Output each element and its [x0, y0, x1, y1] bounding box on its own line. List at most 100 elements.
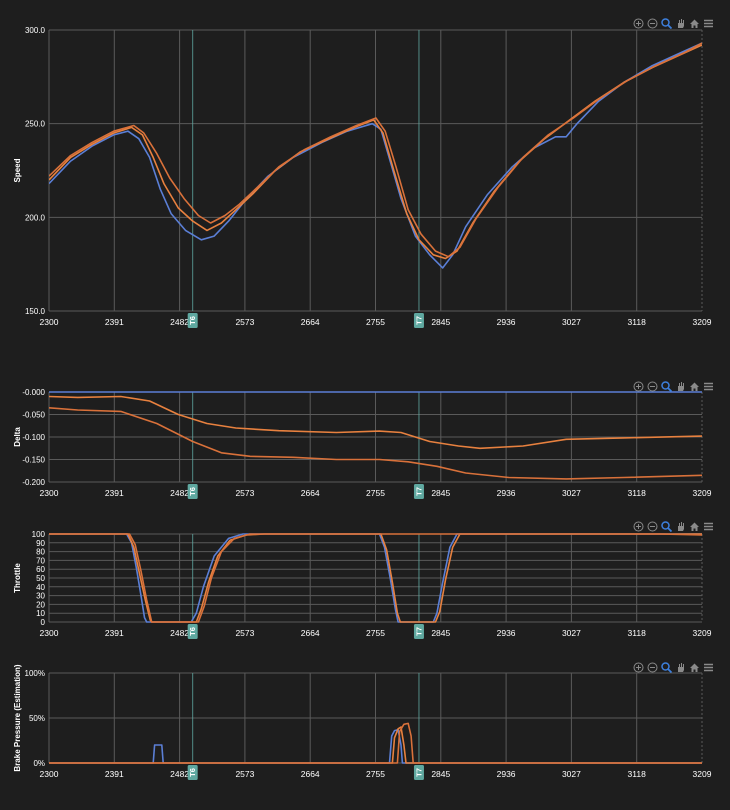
y-tick-label: 50%: [29, 714, 45, 723]
marker-label-t7: T7: [413, 484, 424, 499]
zoom-in-icon[interactable]: [633, 662, 644, 673]
x-tick-label: 3118: [628, 317, 647, 327]
marker-label-box: [187, 624, 198, 639]
x-tick-label: 2573: [235, 317, 254, 327]
marker-label-text: T6: [188, 768, 197, 777]
marker-label-box: [413, 313, 424, 328]
x-tick-label: 2482: [170, 628, 189, 638]
reset-home-icon[interactable]: [689, 381, 700, 392]
zoom-selection-icon[interactable]: [661, 521, 672, 532]
y-tick-label: 250.0: [25, 120, 46, 129]
y-tick-label: 90: [36, 539, 45, 548]
y-tick-label: 50: [36, 574, 45, 583]
reset-home-icon[interactable]: [689, 18, 700, 29]
marker-label-text: T7: [414, 316, 423, 325]
zoom-selection-icon[interactable]: [661, 662, 672, 673]
chart-toolbar-delta: [633, 381, 714, 392]
y-tick-label: 20: [36, 600, 45, 609]
zoom-in-icon[interactable]: [633, 381, 644, 392]
marker-label-text: T7: [414, 627, 423, 636]
pan-hand-icon[interactable]: [675, 662, 686, 673]
series-line-1: [49, 728, 702, 764]
x-tick-label: 2845: [431, 488, 450, 498]
series-line-1: [49, 42, 702, 269]
menu-icon[interactable]: [703, 521, 714, 532]
x-tick-label: 3209: [693, 628, 712, 638]
zoom-out-icon[interactable]: [647, 662, 658, 673]
zoom-selection-icon[interactable]: [661, 18, 672, 29]
chart-brake: 2300 2391 2482 2573 2664 2755 2845 2936 3027 3118…: [13, 664, 712, 780]
marker-label-t7: T7: [413, 313, 424, 328]
reset-home-icon[interactable]: [689, 662, 700, 673]
y-tick-label: -0.200: [22, 478, 45, 487]
y-tick-label: 0%: [33, 759, 45, 768]
y-axis-label: Brake Pressure (Estimation): [13, 664, 22, 771]
x-tick-label: 3118: [628, 628, 647, 638]
y-tick-label: -0.100: [22, 433, 45, 442]
pan-hand-icon[interactable]: [675, 381, 686, 392]
x-tick-label: 2391: [105, 317, 124, 327]
series-line-3: [49, 533, 702, 623]
x-tick-label: 2664: [301, 488, 320, 498]
marker-label-box: [413, 484, 424, 499]
menu-icon[interactable]: [703, 18, 714, 29]
marker-label-box: [187, 484, 198, 499]
x-tick-label: 2936: [497, 488, 516, 498]
x-tick-label: 2755: [366, 628, 385, 638]
x-tick-label: 2300: [40, 317, 59, 327]
pan-hand-icon[interactable]: [675, 521, 686, 532]
x-tick-label: 3209: [693, 769, 712, 779]
zoom-in-icon[interactable]: [633, 18, 644, 29]
y-tick-label: 100: [32, 530, 46, 539]
x-tick-label: 2755: [366, 317, 385, 327]
chart-throttle: 2300 2391 2482 2573 2664 2755 2845 2936 3027 3118…: [13, 530, 712, 639]
y-tick-label: -0.000: [22, 388, 45, 397]
marker-label-t6: T6: [187, 624, 198, 639]
y-tick-label: 80: [36, 548, 45, 557]
y-axis-label: Delta: [13, 427, 22, 447]
marker-label-text: T6: [188, 487, 197, 496]
series-line-3: [49, 42, 702, 258]
zoom-in-icon[interactable]: [633, 521, 644, 532]
marker-label-text: T7: [414, 487, 423, 496]
series-line-1: [49, 533, 702, 623]
chart-toolbar-speed: [633, 18, 714, 29]
x-tick-label: 2664: [301, 317, 320, 327]
y-tick-label: 100%: [25, 669, 45, 678]
x-tick-label: 2573: [235, 628, 254, 638]
reset-home-icon[interactable]: [689, 521, 700, 532]
x-tick-label: 2936: [497, 769, 516, 779]
y-tick-label: 10: [36, 609, 45, 618]
x-tick-label: 2845: [431, 628, 450, 638]
x-tick-label: 2300: [40, 769, 59, 779]
y-tick-label: -0.150: [22, 456, 45, 465]
marker-label-text: T7: [414, 768, 423, 777]
zoom-out-icon[interactable]: [647, 381, 658, 392]
series-line-2: [49, 726, 702, 764]
series-line-2: [49, 395, 702, 450]
marker-label-t6: T6: [187, 765, 198, 780]
zoom-out-icon[interactable]: [647, 521, 658, 532]
menu-icon[interactable]: [703, 381, 714, 392]
x-tick-label: 2936: [497, 628, 516, 638]
x-tick-label: 2936: [497, 317, 516, 327]
series-line-2: [49, 44, 702, 260]
x-tick-label: 2391: [105, 488, 124, 498]
x-tick-label: 2482: [170, 488, 189, 498]
zoom-out-icon[interactable]: [647, 18, 658, 29]
x-tick-label: 2482: [170, 317, 189, 327]
zoom-selection-icon[interactable]: [661, 381, 672, 392]
x-tick-label: 2755: [366, 488, 385, 498]
x-tick-label: 2664: [301, 628, 320, 638]
y-axis-label: Throttle: [13, 563, 22, 593]
pan-hand-icon[interactable]: [675, 18, 686, 29]
menu-icon[interactable]: [703, 662, 714, 673]
marker-label-box: [413, 624, 424, 639]
x-tick-label: 2300: [40, 488, 59, 498]
x-tick-label: 2300: [40, 628, 59, 638]
chart-delta: 2300 2391 2482 2573 2664 2755 2845 2936 3027 3118…: [13, 388, 712, 499]
x-tick-label: 3027: [562, 488, 581, 498]
x-tick-label: 3027: [562, 317, 581, 327]
x-tick-label: 2664: [301, 769, 320, 779]
